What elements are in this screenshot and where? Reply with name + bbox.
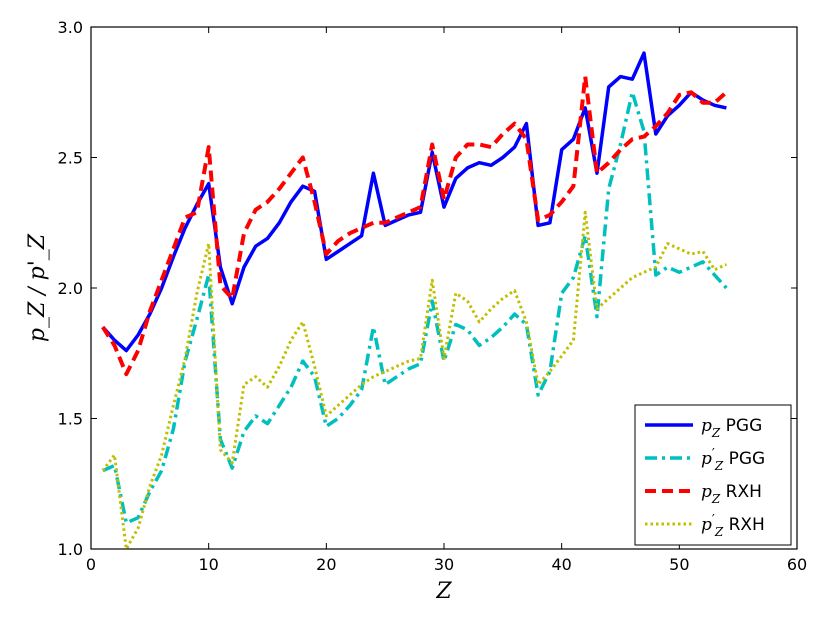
series-line-3 [101, 74, 728, 377]
y-tick-label: 3.0 [58, 18, 83, 37]
series-layer [101, 51, 728, 549]
x-tick-label: 10 [198, 555, 218, 574]
y-tick-label: 1.5 [58, 410, 83, 429]
series-line-2 [102, 90, 728, 525]
legend-entry-label: p′Z PGG [701, 447, 765, 473]
x-tick-label: 40 [551, 555, 571, 574]
y-tick-label: 2.5 [58, 149, 83, 168]
ticks-layer: 0 10 20 30 40 50 60 1.0 1.5 2.0 2.5 3.0 [58, 18, 808, 574]
y-tick-label: 1.0 [58, 540, 83, 559]
x-tick-label: 20 [316, 555, 336, 574]
series-line-4 [101, 210, 728, 549]
legend: pZ PGG p′Z PGG pZ RXH p′Z RXH [634, 404, 792, 546]
x-tick-label: 0 [86, 555, 96, 574]
y-axis-label: p_Z / p'_Z [25, 233, 50, 342]
legend-entry-label: pZ PGG [701, 416, 762, 440]
y-tick-label: 2.0 [58, 279, 83, 298]
legend-box [634, 404, 792, 546]
x-tick-label: 60 [787, 555, 807, 574]
series-line-1 [101, 51, 727, 353]
legend-entry-label: pZ RXH [701, 482, 762, 506]
x-tick-label: 50 [669, 555, 689, 574]
x-tick-label: 30 [434, 555, 454, 574]
legend-entry-label: p′Z RXH [701, 513, 765, 539]
x-axis-label: Z [435, 579, 452, 604]
